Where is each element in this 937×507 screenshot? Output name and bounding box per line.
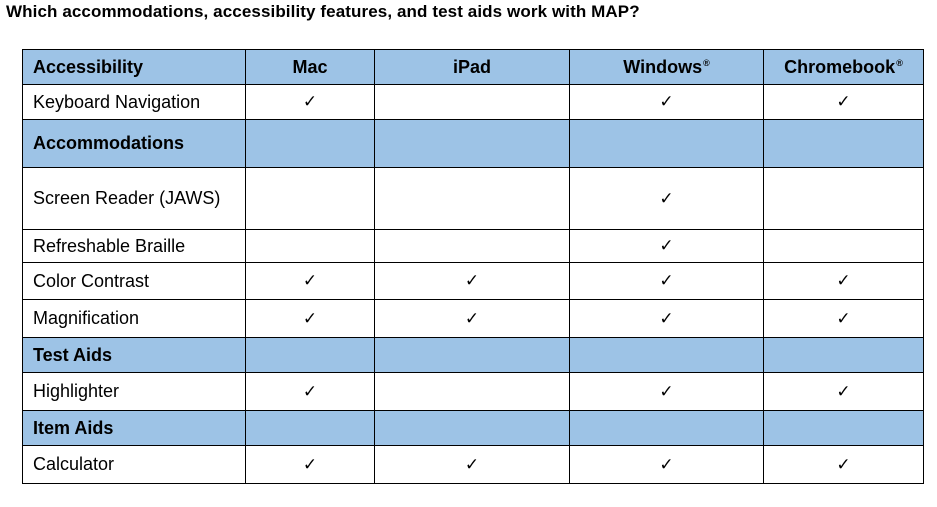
feature-label: Refreshable Braille	[22, 229, 246, 263]
cell-windows: ✓	[569, 229, 764, 263]
table-row: Screen Reader (JAWS) ✓	[22, 167, 924, 230]
table-row: Color Contrast ✓ ✓ ✓ ✓	[22, 262, 924, 300]
section-row: Accommodations	[22, 119, 924, 168]
cell-windows: ✓	[569, 372, 764, 411]
cell-mac: ✓	[245, 262, 375, 300]
feature-label: Magnification	[22, 299, 246, 338]
checkmark-icon: ✓	[836, 308, 851, 328]
cell-windows	[569, 410, 764, 446]
feature-label: Color Contrast	[22, 262, 246, 300]
feature-label: Calculator	[22, 445, 246, 484]
cell-chromebook	[763, 337, 924, 373]
checkmark-icon: ✓	[302, 308, 318, 328]
cell-mac: ✓	[245, 299, 375, 338]
table-body: Keyboard Navigation ✓ ✓ ✓ Accommodations Scre…	[22, 84, 924, 484]
checkmark-icon: ✓	[659, 188, 674, 208]
table-row: Refreshable Braille ✓	[22, 229, 924, 263]
cell-chromebook: ✓	[763, 84, 924, 120]
checkmark-icon: ✓	[659, 381, 674, 401]
checkmark-icon: ✓	[836, 454, 851, 474]
cell-windows: ✓	[569, 84, 764, 120]
cell-chromebook	[763, 410, 924, 446]
checkmark-icon: ✓	[836, 271, 851, 290]
column-header-mac: Mac	[245, 49, 375, 85]
compatibility-table: Accessibility Mac iPad Windows® Chromebo…	[22, 49, 924, 484]
cell-ipad: ✓	[374, 445, 570, 484]
cell-mac: ✓	[245, 445, 375, 484]
section-row: Test Aids	[22, 337, 924, 373]
table-row: Calculator ✓ ✓ ✓ ✓	[22, 445, 924, 484]
cell-windows: ✓	[569, 262, 764, 300]
cell-chromebook: ✓	[763, 445, 924, 484]
cell-ipad: ✓	[374, 299, 570, 338]
registered-mark: ®	[896, 57, 903, 68]
table-row: Highlighter ✓ ✓ ✓	[22, 372, 924, 411]
column-header-chromebook: Chromebook®	[763, 49, 924, 85]
checkmark-icon: ✓	[464, 454, 480, 474]
checkmark-icon: ✓	[464, 308, 480, 328]
checkmark-icon: ✓	[836, 381, 851, 401]
column-header-windows: Windows®	[569, 49, 764, 85]
cell-chromebook	[763, 167, 924, 230]
column-header-accessibility: Accessibility	[22, 49, 246, 85]
cell-windows: ✓	[569, 445, 764, 484]
checkmark-icon: ✓	[302, 454, 318, 474]
cell-ipad	[374, 372, 570, 411]
chromebook-label: Chromebook	[784, 56, 896, 77]
column-header-ipad: iPad	[374, 49, 570, 85]
cell-windows: ✓	[569, 167, 764, 230]
cell-mac	[245, 167, 375, 230]
checkmark-icon: ✓	[659, 308, 674, 328]
cell-ipad	[374, 410, 570, 446]
cell-ipad	[374, 84, 570, 120]
cell-mac	[245, 337, 375, 373]
cell-mac	[245, 410, 375, 446]
checkmark-icon: ✓	[659, 92, 674, 111]
cell-chromebook: ✓	[763, 262, 924, 300]
registered-mark: ®	[703, 57, 710, 68]
cell-ipad: ✓	[374, 262, 570, 300]
checkmark-icon: ✓	[302, 381, 318, 401]
cell-mac	[245, 229, 375, 263]
checkmark-icon: ✓	[659, 236, 674, 255]
cell-mac	[245, 119, 375, 168]
cell-mac: ✓	[245, 84, 375, 120]
cell-ipad	[374, 119, 570, 168]
checkmark-icon: ✓	[302, 92, 318, 111]
table-header-row: Accessibility Mac iPad Windows® Chromebo…	[22, 49, 924, 85]
cell-chromebook: ✓	[763, 299, 924, 338]
section-row: Item Aids	[22, 410, 924, 446]
feature-label: Highlighter	[22, 372, 246, 411]
checkmark-icon: ✓	[659, 454, 674, 474]
cell-ipad	[374, 229, 570, 263]
cell-windows	[569, 119, 764, 168]
cell-chromebook	[763, 229, 924, 263]
table-row: Magnification ✓ ✓ ✓ ✓	[22, 299, 924, 338]
cell-chromebook	[763, 119, 924, 168]
cell-windows: ✓	[569, 299, 764, 338]
page-question-heading: Which accommodations, accessibility feat…	[6, 2, 640, 21]
checkmark-icon: ✓	[836, 92, 851, 111]
cell-ipad	[374, 337, 570, 373]
checkmark-icon: ✓	[659, 271, 674, 290]
section-label: Item Aids	[22, 410, 246, 446]
feature-label: Screen Reader (JAWS)	[22, 167, 246, 230]
cell-mac: ✓	[245, 372, 375, 411]
section-label: Accommodations	[22, 119, 246, 168]
cell-windows	[569, 337, 764, 373]
feature-label: Keyboard Navigation	[22, 84, 246, 120]
checkmark-icon: ✓	[302, 271, 318, 290]
section-label: Test Aids	[22, 337, 246, 373]
cell-ipad	[374, 167, 570, 230]
checkmark-icon: ✓	[464, 271, 480, 290]
cell-chromebook: ✓	[763, 372, 924, 411]
windows-label: Windows	[623, 56, 703, 77]
table-row: Keyboard Navigation ✓ ✓ ✓	[22, 84, 924, 120]
